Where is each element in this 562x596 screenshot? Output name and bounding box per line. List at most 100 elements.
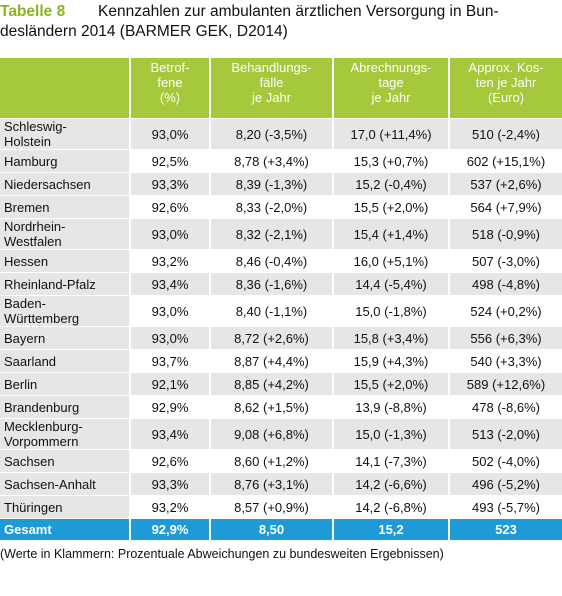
cell: 8,85 (+4,2%) (209, 372, 333, 396)
cell: 92,9% (129, 395, 210, 419)
table-foot: Gesamt 92,9% 8,50 15,2 523 (0, 518, 562, 541)
total-cell: 15,2 (332, 518, 449, 541)
row-label: Baden- Württemberg (0, 295, 130, 327)
header-text: ten je Jahr (475, 75, 537, 90)
row-label-line: Nordrhein- (4, 219, 66, 234)
row-label-line: Vorpommern (4, 434, 79, 449)
cell: 8,76 (+3,1%) (209, 472, 333, 496)
cell: 518 (-0,9%) (448, 218, 562, 250)
row-label: Berlin (0, 372, 130, 396)
cell: 15,2 (-0,4%) (332, 172, 449, 196)
table-row: Saarland 93,7% 8,87 (+4,4%) 15,9 (+4,3%) 540… (0, 349, 562, 373)
table-row: Hamburg 92,5% 8,78 (+3,4%) 15,3 (+0,7%) 602 … (0, 149, 562, 173)
cell: 15,3 (+0,7%) (332, 149, 449, 173)
table-row: Berlin 92,1% 8,85 (+4,2%) 15,5 (+2,0%) 589 (… (0, 372, 562, 396)
cell: 93,2% (129, 495, 210, 519)
cell: 93,7% (129, 349, 210, 373)
row-label: Nordrhein- Westfalen (0, 218, 130, 250)
cell: 9,08 (+6,8%) (209, 418, 333, 450)
header-text: tage (378, 75, 404, 90)
total-label: Gesamt (0, 518, 130, 541)
cell: 8,60 (+1,2%) (209, 449, 333, 473)
table-body: Schleswig- Holstein 93,0% 8,20 (-3,5%) 17,0 … (0, 118, 562, 519)
cell: 8,72 (+2,6%) (209, 326, 333, 350)
row-label: Bayern (0, 326, 130, 350)
table-title: Kennzahlen zur ambulanten ärztlichen Ver… (0, 2, 560, 42)
cell: 93,4% (129, 418, 210, 450)
row-label-line: Schleswig- (4, 119, 67, 134)
table-row: Rheinland-Pfalz 93,4% 8,36 (-1,6%) 14,4 (-5… (0, 272, 562, 296)
row-label-line: Württemberg (4, 311, 80, 326)
header-text: fälle (259, 75, 284, 90)
row-label: Sachsen-Anhalt (0, 472, 130, 496)
cell: 16,0 (+5,1%) (332, 249, 449, 273)
cell: 556 (+6,3%) (448, 326, 562, 350)
cell: 537 (+2,6%) (448, 172, 562, 196)
cell: 8,57 (+0,9%) (209, 495, 333, 519)
cell: 8,20 (-3,5%) (209, 118, 333, 150)
row-label: Rheinland-Pfalz (0, 272, 130, 296)
row-label: Niedersachsen (0, 172, 130, 196)
cell: 93,0% (129, 326, 210, 350)
table-row: Mecklenburg- Vorpommern 93,4% 9,08 (+6,8%) 1… (0, 418, 562, 450)
header: Tabelle 8 Kennzahlen zur ambulanten ärzt… (0, 0, 562, 58)
table-head: Betrof-fene (%) Behandlungs-fälle je Jahr Ab… (0, 58, 562, 119)
table-row: Bremen 92,6% 8,33 (-2,0%) 15,5 (+2,0%) 564 (… (0, 195, 562, 219)
table-row: Schleswig- Holstein 93,0% 8,20 (-3,5%) 17,0 … (0, 118, 562, 150)
cell: 502 (-4,0%) (448, 449, 562, 473)
row-label: Brandenburg (0, 395, 130, 419)
cell: 93,3% (129, 172, 210, 196)
row-label-line: Westfalen (4, 234, 62, 249)
cell: 8,46 (-0,4%) (209, 249, 333, 273)
cell: 8,32 (-2,1%) (209, 218, 333, 250)
cell: 8,33 (-2,0%) (209, 195, 333, 219)
cell: 93,0% (129, 118, 210, 150)
row-label-line: Brandenburg (4, 399, 80, 415)
total-row: Gesamt 92,9% 8,50 15,2 523 (0, 518, 562, 541)
cell: 14,1 (-7,3%) (332, 449, 449, 473)
row-label-line: Baden- (4, 296, 46, 311)
header-text: Betrof- (150, 60, 190, 75)
row-label-line: Hessen (4, 253, 49, 269)
row-label: Hamburg (0, 149, 130, 173)
header-text: (%) (159, 90, 181, 105)
cell: 15,5 (+2,0%) (332, 195, 449, 219)
title-line: desländern 2014 (BARMER GEK, D2014) (0, 23, 288, 40)
header-text: (Euro) (487, 90, 525, 105)
header-text: je Jahr (371, 90, 411, 105)
cell: 93,4% (129, 272, 210, 296)
row-label: Hessen (0, 249, 130, 273)
table-row: Bayern 93,0% 8,72 (+2,6%) 15,8 (+3,4%) 556 (… (0, 326, 562, 350)
row-label-line: Saarland (4, 353, 57, 369)
table-row: Thüringen 93,2% 8,57 (+0,9%) 14,2 (-6,8%) 49… (0, 495, 562, 519)
cell: 15,0 (-1,3%) (332, 418, 449, 450)
cell: 92,1% (129, 372, 210, 396)
header-text: fene (157, 75, 183, 90)
row-label: Sachsen (0, 449, 130, 473)
cell: 15,4 (+1,4%) (332, 218, 449, 250)
cell: 8,39 (-1,3%) (209, 172, 333, 196)
table-label: Tabelle 8 (0, 3, 66, 20)
row-label: Bremen (0, 195, 130, 219)
cell: 510 (-2,4%) (448, 118, 562, 150)
cell: 8,36 (-1,6%) (209, 272, 333, 296)
cell: 14,2 (-6,6%) (332, 472, 449, 496)
cell: 589 (+12,6%) (448, 372, 562, 396)
cell: 496 (-5,2%) (448, 472, 562, 496)
cell: 92,6% (129, 449, 210, 473)
cell: 8,62 (+1,5%) (209, 395, 333, 419)
cell: 8,40 (-1,1%) (209, 295, 333, 327)
row-label-line: Hamburg (4, 153, 58, 169)
table-row: Hessen 93,2% 8,46 (-0,4%) 16,0 (+5,1%) 507 (… (0, 249, 562, 273)
cell: 478 (-8,6%) (448, 395, 562, 419)
header-cell: Abrechnungs-tage je Jahr (332, 58, 449, 119)
cell: 93,3% (129, 472, 210, 496)
cell: 540 (+3,3%) (448, 349, 562, 373)
header-text: Abrechnungs- (350, 60, 432, 75)
header-cell (0, 58, 130, 119)
row-label-line: Sachsen (4, 453, 55, 469)
cell: 524 (+0,2%) (448, 295, 562, 327)
row-label-line: Holstein (4, 134, 51, 149)
cell: 14,4 (-5,4%) (332, 272, 449, 296)
